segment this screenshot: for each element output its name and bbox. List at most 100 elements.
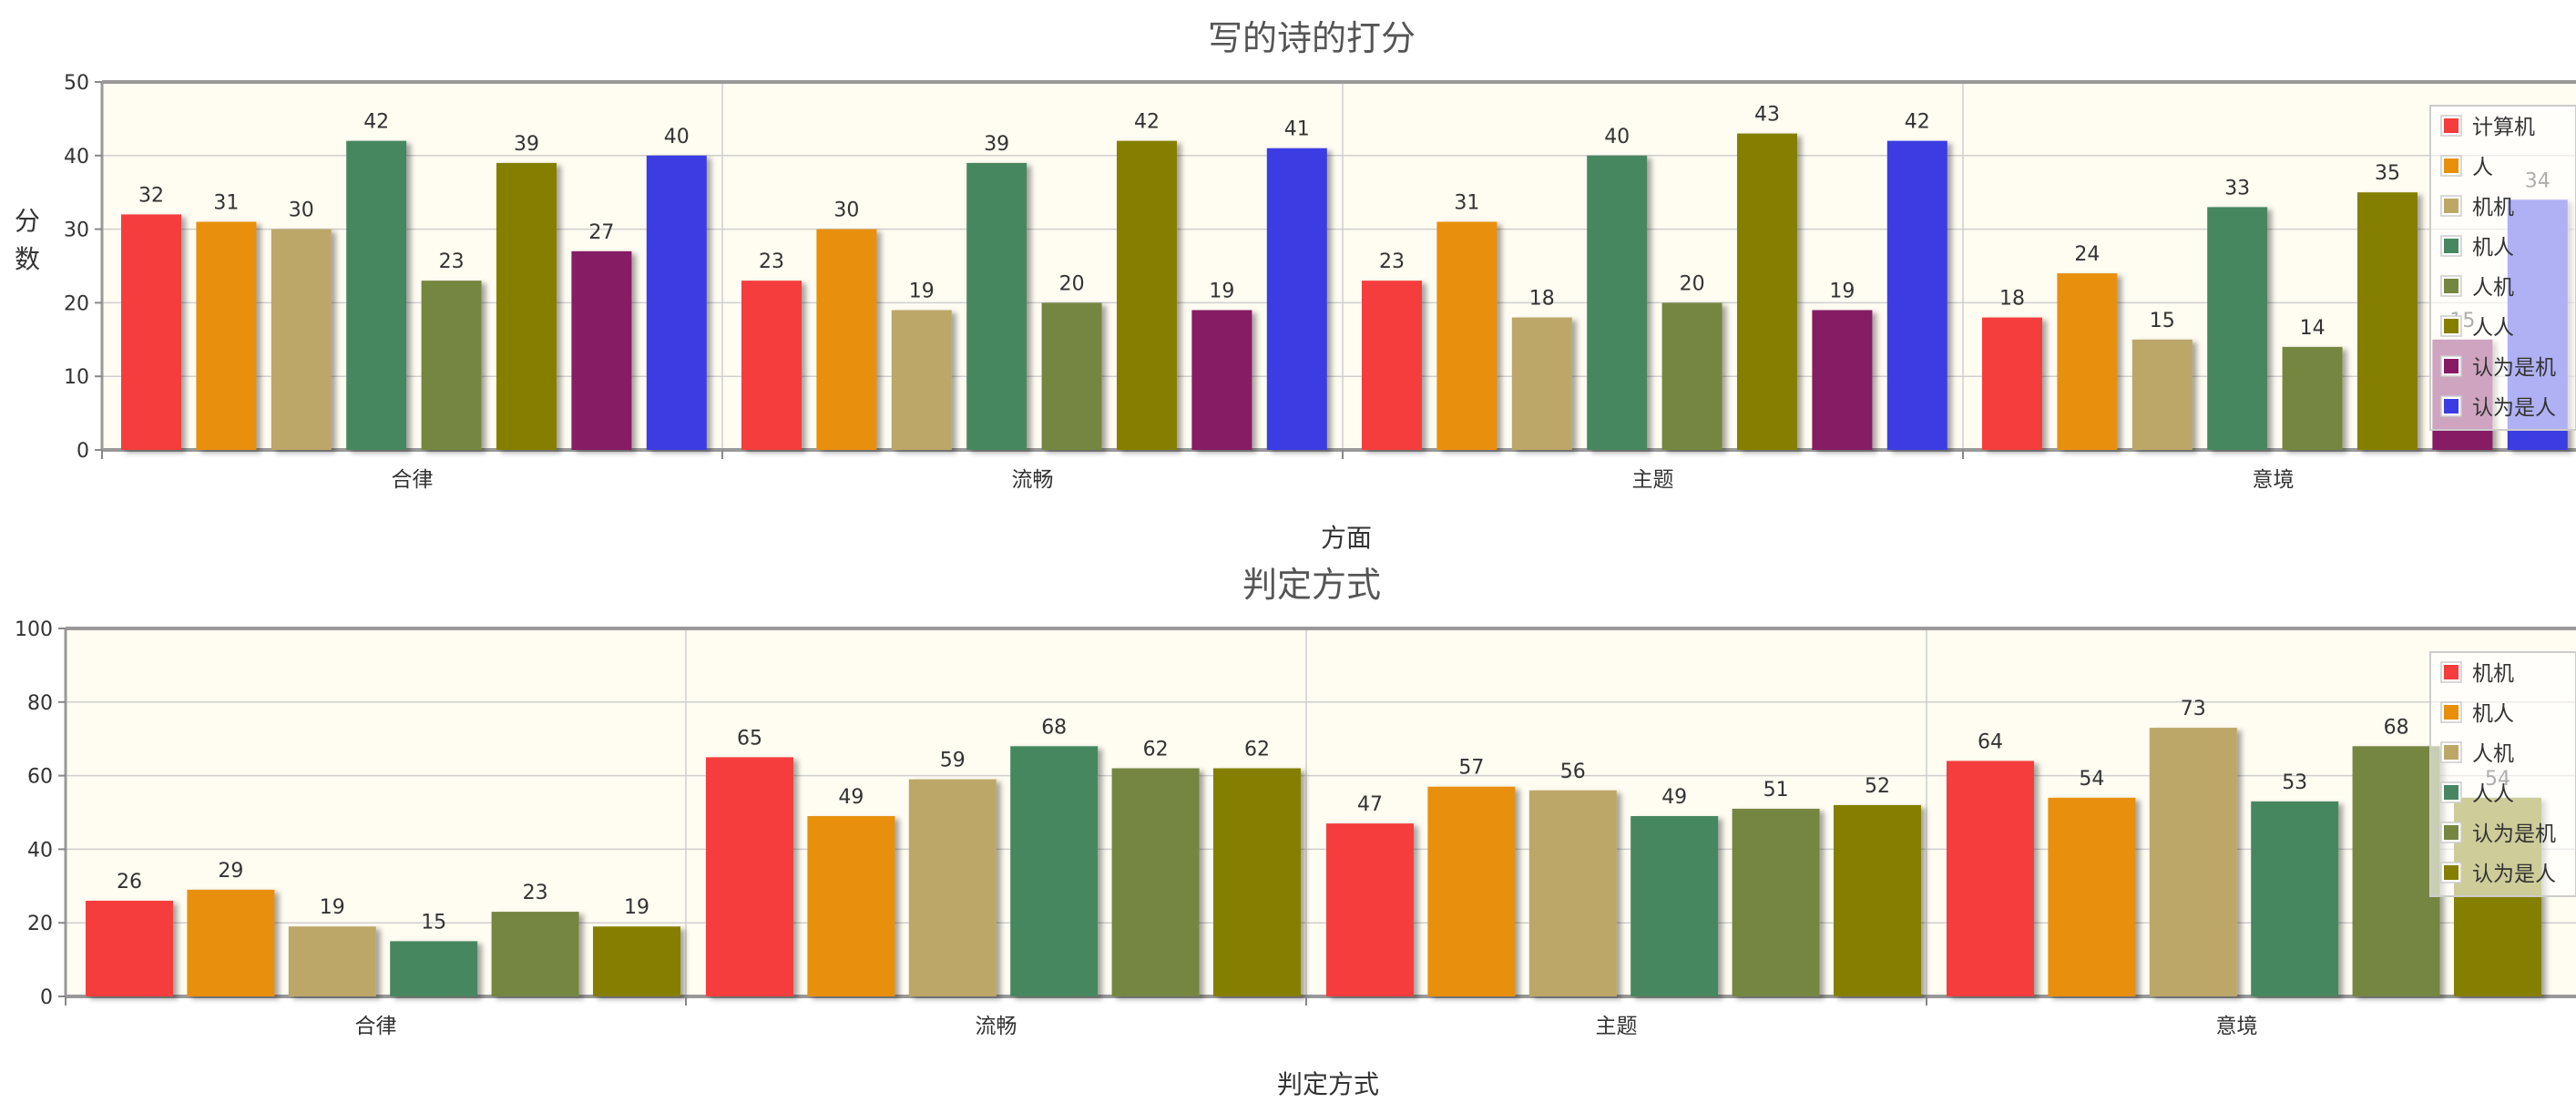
chart-1-y-axis: 0 10 20 30 40 50 (64, 72, 102, 463)
legend-swatch (2444, 705, 2458, 720)
legend-item: 人机 (2440, 275, 2514, 300)
chart-2-data-labels: 26 29 19 15 23 19 65 49 59 68 62 62 47 57 56 49 51 52 64 54… (117, 698, 2510, 934)
bar (1427, 786, 1516, 996)
legend-item: 机人 (2440, 235, 2514, 260)
data-label: 30 (289, 199, 314, 222)
bar (1326, 823, 1414, 996)
y-tick-label: 20 (64, 292, 89, 315)
bar (2131, 339, 2193, 450)
bar (908, 779, 997, 996)
bar (741, 281, 802, 450)
legend-swatch (2444, 825, 2458, 840)
data-label: 54 (2079, 768, 2104, 791)
legend-swatch (2444, 279, 2458, 293)
x-tick-label: 意境 (2253, 468, 2295, 492)
legend-label: 人机 (2472, 276, 2514, 300)
legend-swatch (2444, 745, 2458, 760)
data-label: 29 (218, 860, 243, 883)
data-label: 49 (838, 786, 864, 809)
bar (2352, 746, 2440, 996)
bar (2251, 801, 2339, 996)
x-tick-label: 主题 (1632, 468, 1674, 492)
bar (1732, 808, 1820, 996)
legend-swatch (2444, 665, 2458, 679)
data-label: 20 (1680, 272, 1705, 295)
data-label: 23 (1379, 250, 1405, 273)
bar (421, 281, 482, 450)
chart-1-bars (121, 133, 2568, 451)
y-tick-label: 50 (64, 72, 89, 95)
bar (807, 816, 895, 996)
legend-box (2429, 651, 2576, 897)
data-label: 59 (940, 750, 966, 772)
bar (1812, 310, 1873, 450)
legend-item: 认为是人 (2440, 862, 2556, 886)
data-label: 18 (1529, 288, 1555, 311)
bar (816, 229, 877, 450)
data-label: 52 (1865, 775, 1890, 798)
bar (2207, 207, 2268, 451)
bar (491, 912, 579, 996)
bar (346, 140, 407, 450)
legend-label: 机机 (2472, 196, 2514, 220)
x-tick-label: 流畅 (976, 1015, 1017, 1038)
legend-label: 人人 (2472, 316, 2514, 340)
legend-label: 人机 (2472, 742, 2514, 766)
data-label: 39 (514, 133, 539, 156)
legend-item: 机机 (2440, 661, 2514, 686)
y-tick-label: 0 (77, 440, 89, 463)
y-tick-label: 20 (27, 913, 53, 935)
data-label: 31 (1454, 192, 1479, 215)
bar (1737, 133, 1797, 450)
chart-1: 写的诗的打分 0 10 20 30 40 50 32 31 30 42 23 39 27 40 23 30 1… (15, 18, 2576, 553)
legend-swatch (2444, 865, 2458, 880)
x-tick-label: 合律 (355, 1015, 397, 1038)
data-label: 56 (1560, 761, 1586, 783)
legend-item: 人机 (2440, 741, 2514, 766)
legend-label: 计算机 (2472, 116, 2535, 139)
legend-item: 人 (2440, 155, 2493, 179)
data-label: 18 (1999, 288, 2025, 311)
data-label: 30 (833, 199, 859, 222)
bar (966, 162, 1027, 450)
legend-label: 机人 (2472, 702, 2514, 726)
data-label: 31 (213, 192, 239, 215)
data-label: 15 (2150, 310, 2175, 332)
data-label: 68 (2384, 716, 2409, 739)
y-tick-label: 80 (27, 692, 53, 715)
bar (1436, 221, 1498, 450)
data-label: 41 (1284, 118, 1310, 141)
data-label: 33 (2224, 177, 2250, 199)
bar (1511, 317, 1572, 450)
legend-item: 认为是人 (2440, 395, 2556, 420)
bar (271, 229, 332, 450)
y-axis-title-char: 数 (15, 244, 40, 274)
chart-2-x-axis-title: 判定方式 (1277, 1069, 1379, 1099)
bar (1982, 317, 2042, 450)
data-label: 19 (1829, 280, 1855, 302)
legend-item: 计算机 (2440, 115, 2535, 139)
data-label: 40 (1604, 126, 1630, 148)
legend-swatch (2444, 118, 2458, 133)
data-label: 24 (2074, 243, 2100, 266)
bar (1587, 155, 1648, 451)
legend-label: 认为是人 (2472, 863, 2556, 886)
y-tick-label: 60 (27, 766, 53, 789)
data-label: 57 (1458, 757, 1484, 780)
bar (1041, 302, 1102, 450)
bar (2048, 797, 2136, 996)
bar (1010, 746, 1099, 996)
data-label: 42 (1134, 111, 1160, 134)
bar (706, 757, 793, 996)
data-label: 47 (1357, 793, 1383, 816)
bar (1661, 302, 1722, 450)
bar (1834, 804, 1921, 996)
bar (593, 926, 680, 996)
data-label: 51 (1763, 779, 1789, 802)
legend-item: 机机 (2440, 195, 2514, 220)
data-label: 23 (439, 250, 465, 273)
data-label: 65 (737, 727, 762, 750)
bar (1191, 310, 1252, 450)
